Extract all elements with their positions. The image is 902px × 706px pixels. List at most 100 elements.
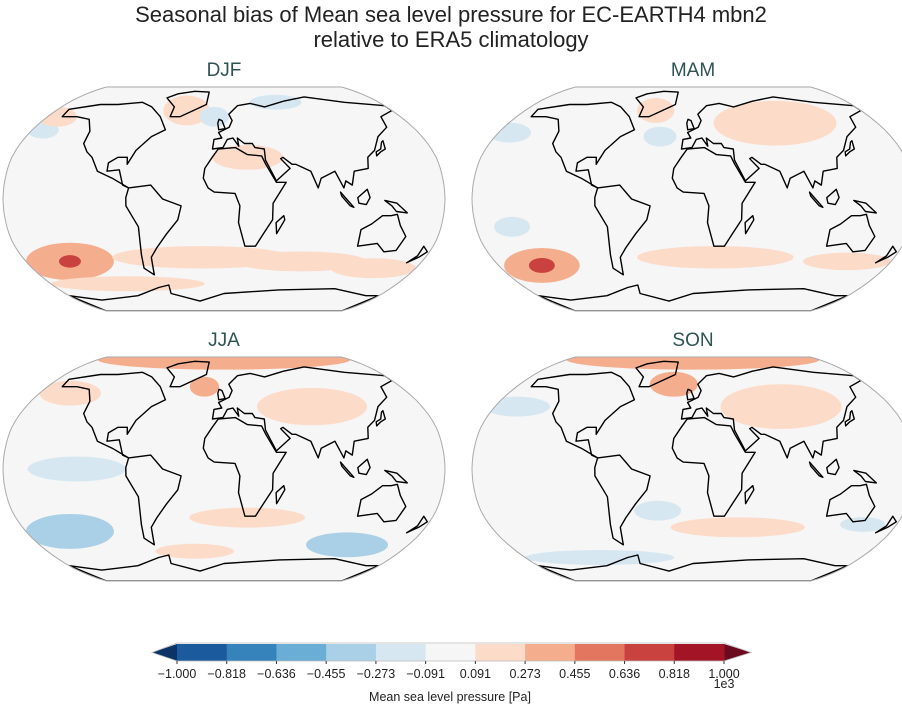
coastline-new-zealand [405, 515, 428, 534]
bias-contour [528, 257, 555, 273]
bias-contour [50, 276, 205, 292]
bias-contour [840, 517, 886, 532]
colorbar-bin [276, 644, 327, 661]
colorbar-tick-label: −1.000 [158, 667, 197, 681]
coastline-japan [375, 410, 386, 427]
colorbar-bin [177, 644, 228, 661]
coastline-antarctica [537, 554, 849, 581]
coastline-antarctica [68, 284, 380, 311]
bias-contour [637, 98, 675, 123]
map-panel-son [471, 356, 902, 582]
colorbar-tick-label: −0.818 [207, 667, 246, 681]
colorbar-bin [326, 644, 377, 661]
bias-contour [249, 94, 302, 110]
coastline-uk [686, 118, 695, 131]
coastline-sumatra [808, 191, 824, 208]
coastline-australia [356, 483, 407, 523]
coastline-australia [825, 483, 876, 523]
coastline-south-america [594, 454, 651, 546]
panel-title-jja: JJA [208, 330, 240, 351]
figure-title-line1: Seasonal bias of Mean sea level pressure… [135, 2, 767, 27]
figure-title-line2: relative to ERA5 climatology [313, 27, 589, 52]
colorbar-over-arrow [724, 644, 751, 661]
coastline-greenland [635, 90, 679, 118]
colorbar-tick-label: −0.455 [307, 667, 346, 681]
coastline-australia [356, 213, 407, 253]
bias-contour [713, 100, 837, 146]
coastline-north-america [530, 101, 636, 189]
colorbar-bin [475, 644, 526, 661]
coastline-uk [217, 118, 226, 131]
bias-contour [483, 396, 550, 417]
coastline-south-america [125, 184, 182, 276]
coastline-south-america [125, 454, 182, 546]
bias-contour [487, 122, 532, 143]
coastline-uk [217, 388, 226, 401]
map-outline [2, 86, 446, 312]
bias-contour [720, 384, 842, 430]
bias-contour [58, 255, 81, 268]
colorbar-tick-label: 0.636 [609, 667, 640, 681]
panel-title-djf: DJF [206, 60, 242, 81]
coastline-greenland [166, 360, 210, 388]
bias-contour [257, 387, 368, 426]
coastline-new-guinea [853, 469, 877, 484]
bias-contour [189, 376, 220, 397]
bias-contour [330, 258, 416, 279]
colorbar-bin [624, 644, 675, 661]
colorbar-tick-label: 0.818 [659, 667, 690, 681]
map-panel-djf [2, 86, 446, 312]
colorbar-bin [574, 644, 626, 661]
coastline-sumatra [339, 461, 355, 478]
coastline-africa [671, 146, 756, 247]
coastline-north-america [61, 371, 167, 459]
coastline-borneo [357, 188, 371, 206]
bias-contour [27, 456, 126, 482]
colorbar-tick-label: 0.091 [460, 667, 491, 681]
coastline-sumatra [808, 461, 824, 478]
coastline-eurasia [680, 366, 862, 459]
coastline-new-guinea [853, 199, 877, 214]
bias-contour [670, 517, 805, 538]
bias-contour [803, 252, 892, 271]
coastline-japan [844, 140, 855, 157]
colorbar-tick-label: 1.000 [708, 667, 739, 681]
panel-title-mam: MAM [670, 60, 716, 81]
coastline-north-america [61, 101, 167, 189]
map-panel-mam [471, 86, 902, 312]
coastline-new-zealand [874, 245, 897, 264]
colorbar-bin [674, 644, 725, 661]
colorbar-tick-label: 0.455 [559, 667, 590, 681]
colorbar-tick-label: −0.091 [406, 667, 445, 681]
colorbar-label: Mean sea level pressure [Pa] [369, 690, 531, 704]
coastline-antarctica [537, 284, 849, 311]
coastline-uk [686, 388, 695, 401]
bias-contour [525, 550, 675, 565]
colorbar-tick-label: −0.636 [257, 667, 296, 681]
bias-contour [637, 246, 794, 269]
bias-contour [306, 532, 389, 558]
coastline-new-guinea [384, 199, 408, 214]
bias-contour [155, 543, 234, 559]
coastline-antarctica [68, 554, 380, 581]
bias-contour [649, 371, 698, 397]
coastline-greenland [635, 360, 679, 388]
coastline-eurasia [680, 96, 862, 189]
coastline-australia [825, 213, 876, 253]
coastline-eurasia [211, 366, 393, 459]
coastline-madagascar [744, 215, 755, 235]
bias-contour [634, 500, 682, 521]
coastline-new-guinea [384, 469, 408, 484]
bias-contour [566, 357, 820, 370]
colorbar-bin [525, 644, 576, 661]
coastline-borneo [826, 188, 840, 206]
map-outline [471, 86, 902, 312]
colorbar-bin [425, 644, 476, 661]
coastline-madagascar [744, 485, 755, 505]
coastline-sumatra [339, 191, 355, 208]
coastline-north-america [530, 371, 636, 459]
coastline-madagascar [275, 485, 286, 505]
coastline-africa [202, 416, 287, 517]
coastline-borneo [826, 458, 840, 476]
coastline-japan [375, 140, 386, 157]
